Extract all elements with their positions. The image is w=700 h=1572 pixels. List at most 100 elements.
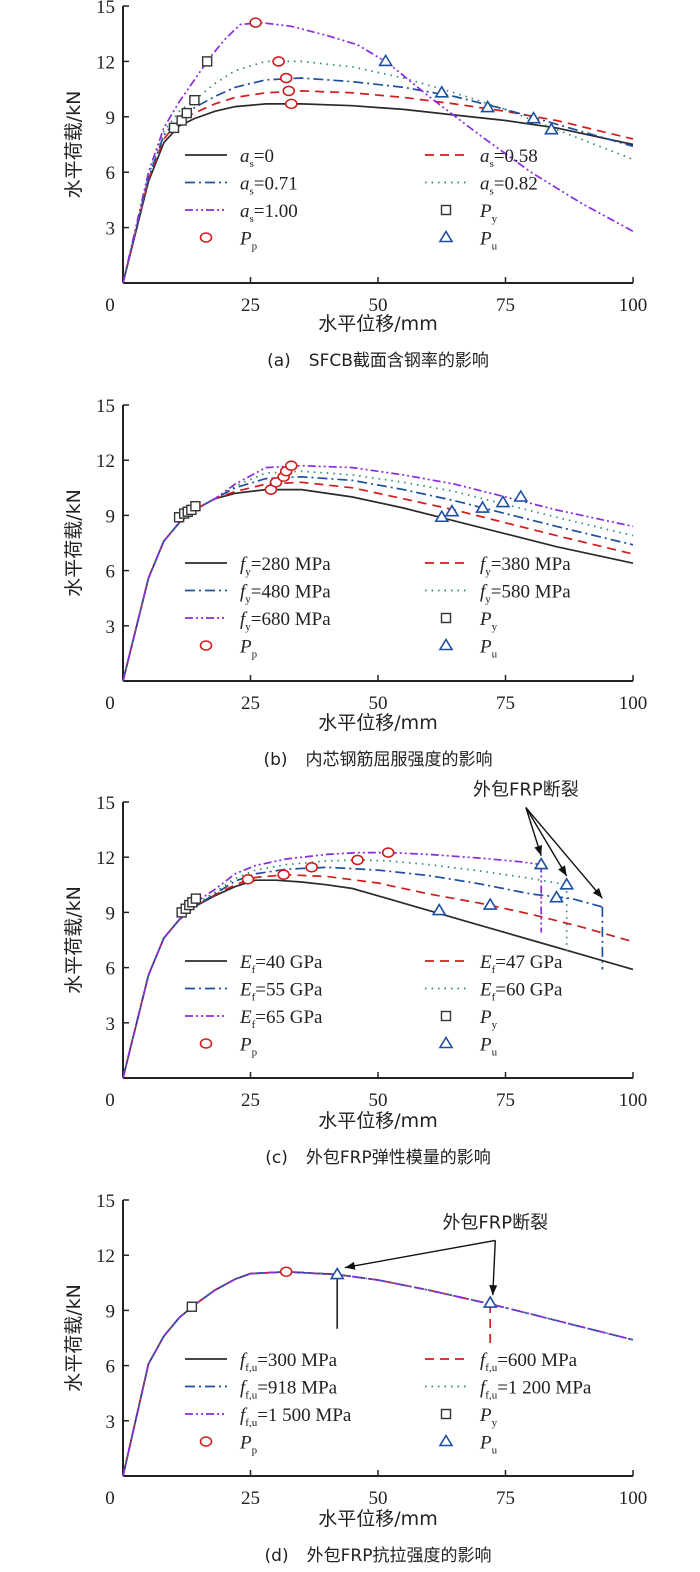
legend-item: Ef=55 GPa [185,980,323,1004]
y-tick-label: 6 [106,1357,116,1378]
legend-item: as=0 [185,146,274,170]
y-tick-label: 15 [96,0,115,18]
y-tick-label: 12 [96,451,115,472]
series-line-0 [122,1270,338,1477]
x-tick-label: 75 [496,693,515,714]
arrowhead-icon [592,887,603,899]
panel-a: 3 6 9 12 15 0 25 50 75 100 水平位移/mm 水平荷载/kN (a) SFCB截面… [63,0,647,371]
y-tick-label: 9 [106,903,116,924]
y-tick-label: 9 [106,506,116,527]
legend-item: Pp [199,1035,258,1059]
x-tick-label: 100 [619,1488,648,1509]
caption: (d) 外包FRP抗拉强度的影响 [265,1546,492,1566]
y-tick-label: 3 [106,1014,116,1035]
marker-pp [284,460,298,472]
y-tick-label: 6 [106,562,116,583]
legend-item: Py [440,1405,498,1429]
legend-label: Ef=55 GPa [239,980,323,1004]
legend-label: Pu [479,1035,498,1059]
y-tick-label: 9 [106,1301,116,1322]
legend-subscript: f,u [245,1390,257,1402]
legend-subscript: s [250,186,254,198]
legend-subscript: y [492,621,498,633]
legend-symbol: f [480,1350,488,1371]
legend-label: Pp [239,1035,258,1059]
legend-subscript: f [252,964,256,976]
legend-item: Pu [438,1433,498,1457]
y-tick-label: 15 [96,1191,115,1212]
legend-symbol: a [480,174,490,195]
legend-subscript: f [492,964,496,976]
x-axis-label: 水平位移/mm [318,313,437,335]
legend-label: Pp [239,1433,258,1457]
legend-label: Pu [479,1433,498,1457]
legend-subscript: f,u [245,1417,257,1429]
legend-item: Pu [438,637,498,661]
x-tick-label: 100 [619,1090,648,1111]
legend-item: as=1.00 [185,201,298,225]
legend-symbol: E [239,952,252,973]
legend-symbol: P [239,1035,252,1056]
legend-subscript: y [492,1417,498,1429]
legend-item: as=0.82 [425,174,538,198]
legend-item: Ef=40 GPa [185,952,323,976]
legend-value: =680 MPa [251,609,331,630]
legend-label: ff,u=300 MPa [240,1350,338,1374]
legend-label: ff,u=1 500 MPa [240,1405,352,1429]
legend-marker-circle-icon [199,1038,213,1049]
legend-marker-triangle-icon [438,637,454,651]
legend-item: fy=580 MPa [425,582,571,606]
legend-symbol: P [239,637,252,658]
legend-label: fy=280 MPa [240,554,331,578]
y-axis-label: 水平荷载/kN [63,489,85,597]
panel-d: 3 6 9 12 15 0 25 50 75 100 水平位移/mm 水平荷载/kN (d) 外包FRP抗… [63,1191,647,1566]
y-tick-label: 15 [96,793,115,814]
legend-subscript: f [492,992,496,1004]
legend-subscript: y [485,594,491,606]
annotation-arrow [344,1239,496,1269]
legend-value: =0.58 [494,146,538,167]
legend-subscript: f [252,1019,256,1031]
legend-symbol: P [479,1433,492,1454]
legend-value: =1.00 [254,201,298,222]
x-tick-label: 50 [369,295,388,316]
marker-pu [378,53,394,67]
marker-pp [284,98,298,110]
legend-item: ff,u=1 200 MPa [425,1378,592,1402]
legend-value: =65 GPa [255,1007,323,1028]
legend-item: Py [440,1007,498,1031]
legend-subscript: y [245,594,251,606]
legend-label: fy=380 MPa [480,554,571,578]
marker-pp [351,854,364,866]
legend-value: =0.82 [494,174,538,195]
x-tick-label: 25 [241,693,260,714]
caption: (a) SFCB截面含钢率的影响 [267,351,489,371]
series-line-2 [122,866,603,1079]
legend-label: Ef=65 GPa [239,1007,323,1031]
marker-py [190,893,202,904]
legend-subscript: y [492,213,498,225]
legend-subscript: u [492,649,498,661]
panel-c: 3 6 9 12 15 0 25 50 75 100 水平位移/mm 水平荷载/kN (c) 外包FRP弹… [63,780,647,1168]
legend-item: Pp [199,229,258,253]
caption-text: 内芯钢筋屈服强度的影响 [306,750,493,770]
legend-symbol: a [240,201,250,222]
legend-symbol: f [240,554,248,575]
legend-symbol: E [239,1007,252,1028]
legend-item: Pp [199,1433,258,1457]
y-tick-label: 15 [96,396,115,417]
marker-pp [272,56,285,67]
legend-symbol: P [239,1433,252,1454]
legend-subscript: y [485,566,491,578]
legend-marker-circle-icon [199,640,213,651]
legend-subscript: y [245,621,251,633]
legend-label: fy=580 MPa [480,582,571,606]
legend-label: as=0.58 [480,146,538,170]
caption: (c) 外包FRP弹性模量的影响 [265,1148,490,1168]
legend-symbol: E [479,952,492,973]
x-tick-label: 0 [105,295,115,316]
legend-item: fy=480 MPa [185,582,331,606]
caption: (b) 内芯钢筋屈服强度的影响 [263,750,492,770]
marker-py [189,94,200,106]
marker-pu [434,85,450,98]
